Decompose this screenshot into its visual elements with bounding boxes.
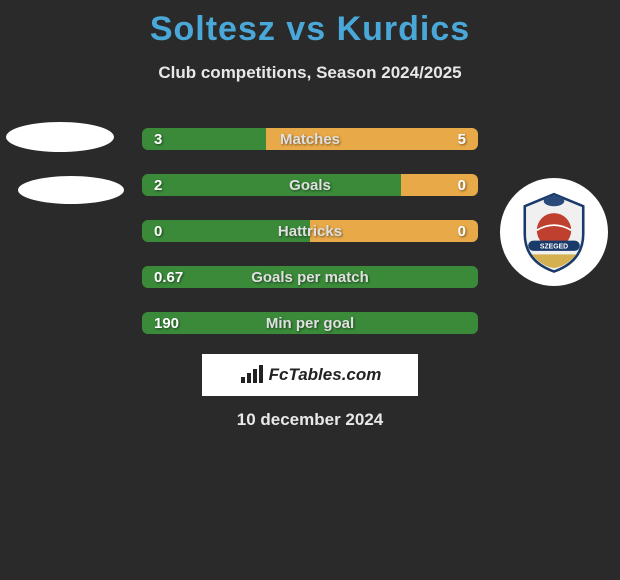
bar-gpm-label: Goals per match xyxy=(142,266,478,288)
bar-mpg-label: Min per goal xyxy=(142,312,478,334)
watermark-box: FcTables.com xyxy=(202,354,418,396)
bar-goals: 2 Goals 0 xyxy=(140,172,480,198)
crest-label-text: SZEGED xyxy=(540,243,568,250)
page-subtitle: Club competitions, Season 2024/2025 xyxy=(0,63,620,83)
bar-hattricks: 0 Hattricks 0 xyxy=(140,218,480,244)
bar-matches-label: Matches xyxy=(142,128,478,150)
bar-mpg: 190 Min per goal xyxy=(140,310,480,336)
footer-date: 10 december 2024 xyxy=(0,410,620,430)
team-right-crest-icon: SZEGED xyxy=(511,189,597,275)
watermark-text: FcTables.com xyxy=(269,365,382,385)
team-left-ellipse-2 xyxy=(18,176,124,204)
bar-matches: 3 Matches 5 xyxy=(140,126,480,152)
bar-goals-right-value: 0 xyxy=(458,174,466,196)
bar-goals-label: Goals xyxy=(142,174,478,196)
bar-hattricks-label: Hattricks xyxy=(142,220,478,242)
stat-bars: 3 Matches 5 2 Goals 0 0 Hattricks 0 0.67… xyxy=(140,126,480,356)
page-title: Soltesz vs Kurdics xyxy=(0,0,620,49)
team-left-ellipse-1 xyxy=(6,122,114,152)
bar-hattricks-right-value: 0 xyxy=(458,220,466,242)
bar-gpm: 0.67 Goals per match xyxy=(140,264,480,290)
bar-matches-right-value: 5 xyxy=(458,128,466,150)
bars-icon xyxy=(239,365,265,385)
team-right-badge: SZEGED xyxy=(500,178,608,286)
